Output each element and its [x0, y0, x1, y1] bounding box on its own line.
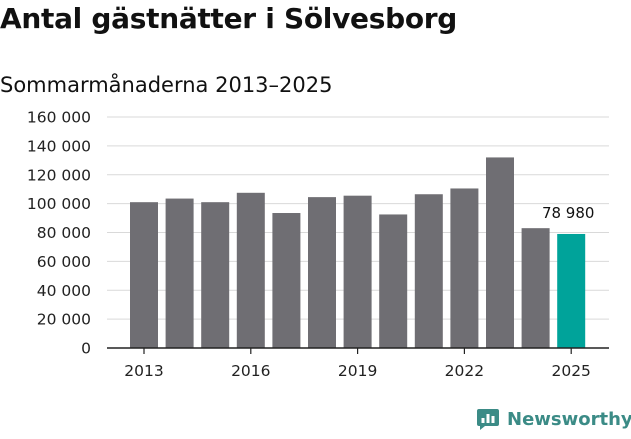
x-tick-label: 2019 — [338, 362, 377, 380]
bar — [236, 192, 265, 348]
chart-subtitle: Sommarmånaderna 2013–2025 — [0, 73, 333, 97]
y-tick-label: 0 — [81, 340, 91, 358]
chart-title: Antal gästnätter i Sölvesborg — [0, 2, 458, 35]
bar — [308, 197, 336, 348]
x-tick-label: 2025 — [551, 362, 590, 380]
y-tick-label: 80 000 — [37, 224, 91, 242]
newsworthy-logo: Newsworthy — [476, 407, 631, 431]
bar — [201, 202, 230, 348]
y-tick-label: 160 000 — [27, 109, 91, 127]
bar — [272, 213, 301, 348]
y-tick-label: 100 000 — [27, 195, 91, 213]
newsworthy-logo-icon — [477, 409, 499, 430]
bar-chart: 0 20 000 40 000 60 000 80 000 100 000 120 000 1… — [27, 109, 609, 380]
y-tick-label: 60 000 — [37, 253, 91, 271]
bar — [165, 198, 194, 348]
bar — [557, 233, 586, 348]
bar — [414, 194, 443, 348]
y-tick-label: 120 000 — [27, 166, 91, 184]
x-tick-label: 2022 — [445, 362, 484, 380]
y-tick-label: 20 000 — [37, 311, 91, 329]
bar — [343, 195, 372, 348]
bar — [450, 188, 479, 348]
newsworthy-logo-text: Newsworthy — [507, 408, 631, 430]
bar — [130, 202, 158, 348]
bar — [379, 214, 408, 348]
x-tick-label: 2013 — [124, 362, 163, 380]
x-tick-label: 2016 — [231, 362, 270, 380]
bar — [521, 228, 550, 348]
y-tick-label: 140 000 — [27, 137, 91, 155]
y-tick-label: 40 000 — [37, 282, 91, 300]
bar — [486, 157, 514, 348]
data-label: 78 980 — [542, 204, 595, 222]
